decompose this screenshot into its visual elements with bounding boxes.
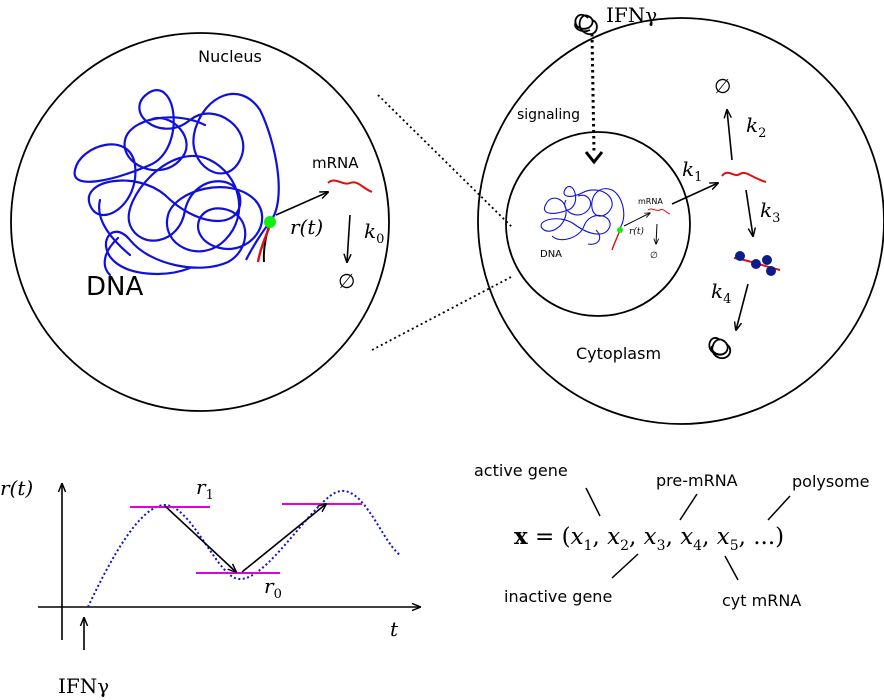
dna-label: DNA [86,272,143,302]
nucleus-label: Nucleus [198,47,262,66]
protein-molecule-icon [708,337,732,360]
state-vector-equation: x = (x1, x2, x3, x4, x5, ...) [514,523,784,554]
signaling-arrow [590,33,596,153]
inner-transcription-site [617,227,623,233]
pointer-polysome [767,495,791,521]
cell: IFNγ signaling DNA r(t) mRNA ∅ k1 k2 ∅ k… [477,3,884,425]
inner-nucleus-contents: DNA r(t) mRNA ∅ [540,185,671,261]
pointer-active-gene [585,487,601,517]
ifn-molecule-icon [574,13,598,35]
bold-x: x [514,523,528,550]
rate-label: r(t) [290,215,323,239]
dna-coil [73,89,280,277]
mrna-squiggle [327,179,373,193]
transcription-arrow [275,192,328,216]
transcription-site [264,216,276,228]
pointer-pre-mrna [679,493,698,521]
switch-up-arrow [241,504,326,573]
graph-ylabel: r(t) [0,476,33,500]
pre-mrna-segment [256,227,271,263]
nucleus-zoom: Nucleus DNA r(t) mRNA k0 ∅ [10,32,390,412]
degraded-symbol: ∅ [338,269,355,293]
polysome [733,251,781,276]
label-pre-mrna: pre-mRNA [656,471,738,490]
cyt-degraded-symbol: ∅ [714,74,731,98]
k1-label: k1 [682,157,702,185]
signaling-arrowhead [584,151,604,165]
cytoplasm-label: Cytoplasm [576,344,661,363]
degradation-arrow [347,214,350,262]
mrna-label: mRNA [312,154,359,172]
inner-mrna-label: mRNA [638,197,663,206]
label-inactive-gene: inactive gene [504,587,612,606]
cell-membrane [477,17,884,425]
inner-transcription-arrow [623,213,650,227]
polysome-formation-arrow [745,189,753,236]
k3-label: k3 [760,198,780,226]
r0-label: r0 [264,574,282,602]
label-polysome: polysome [792,472,869,491]
zoom-connector-bottom [371,275,514,351]
ribosome [751,259,761,269]
inner-degraded-symbol: ∅ [650,251,658,261]
label-active-gene: active gene [474,461,568,480]
pointer-inactive-gene [611,553,639,579]
switch-down-arrow [164,505,236,572]
graph-xlabel: t [390,617,399,641]
rate-graph: r(t) t r1 r0 IFNγ [0,475,420,698]
ribosome [762,255,772,265]
inner-dna-label: DNA [540,249,562,260]
ribosome [735,251,745,261]
nucleus-zoom-circle [10,32,390,412]
protein-arrow [736,283,749,330]
r1-label: r1 [196,475,214,503]
cell-nucleus [505,131,691,317]
zoom-connector-top [377,94,514,229]
smooth-trajectory [87,490,401,608]
inner-rate-label: r(t) [629,226,644,237]
cyt-mrna-squiggle [721,171,767,183]
k4-label: k4 [711,279,731,307]
inner-mrna-squiggle [647,208,671,215]
k2-label: k2 [746,113,766,141]
label-cyt-mrna: cyt mRNA [722,591,801,610]
cyt-degradation-arrow [727,110,733,161]
signaling-label: signaling [517,107,580,123]
ifn-label-top: IFNγ [606,3,657,27]
ribosome [766,266,776,276]
ifn-onset-label: IFNγ [58,674,109,698]
pointer-cyt-mrna [724,555,739,581]
export-arrow [671,183,718,205]
inner-dna-coil [540,185,625,245]
state-vector: x = (x1, x2, x3, x4, x5, ...) active gen… [474,461,869,610]
k0-label: k0 [364,219,384,247]
inner-degradation-arrow [656,223,657,244]
inner-pre-mrna [611,229,621,251]
